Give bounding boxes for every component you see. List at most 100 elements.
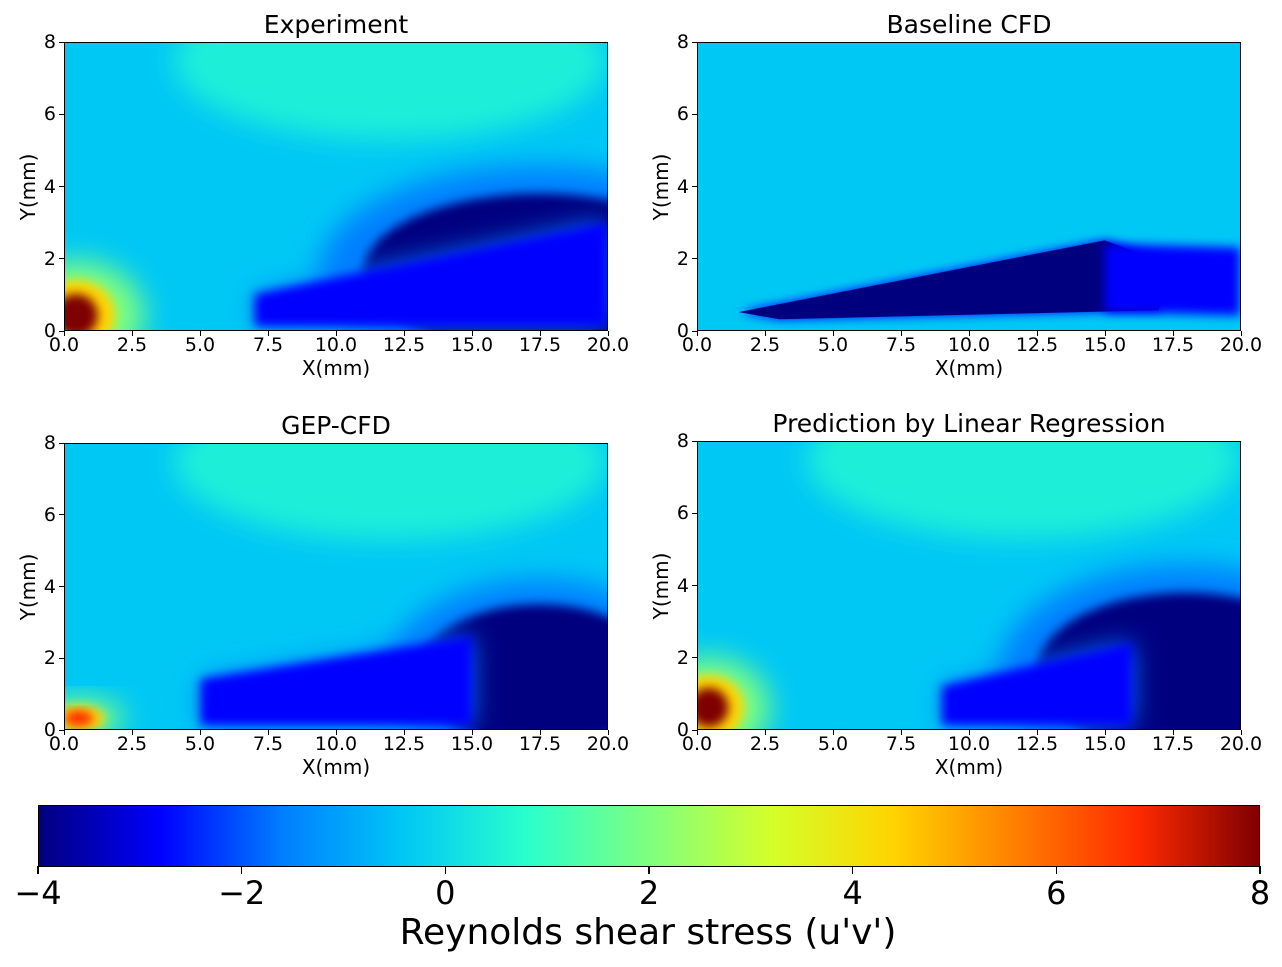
panel-title: GEP-CFD <box>281 411 391 440</box>
x-tick-mark <box>1172 331 1174 336</box>
x-tick-mark <box>832 730 834 735</box>
y-tick-mark <box>59 729 64 731</box>
heatmap-svg <box>65 444 607 729</box>
x-tick-mark <box>900 331 902 336</box>
colorbar-tick-label: 4 <box>842 874 863 912</box>
y-tick-mark <box>692 113 697 115</box>
x-tick-label: 2.5 <box>749 733 781 755</box>
y-tick-label: 2 <box>676 646 689 669</box>
x-tick-label: 0.0 <box>48 733 80 755</box>
y-tick-mark <box>59 41 64 43</box>
band-core <box>941 642 1132 726</box>
colorbar-tick-mark <box>1055 866 1058 874</box>
colorbar <box>38 805 1260 867</box>
y-axis-label: Y(mm) <box>649 153 673 220</box>
x-tick-mark <box>403 331 405 336</box>
x-tick-mark <box>900 730 902 735</box>
x-tick-mark <box>1240 730 1242 735</box>
x-tick-label: 10.0 <box>314 733 358 755</box>
x-tick-label: 17.5 <box>1151 334 1195 356</box>
x-tick-label: 2.5 <box>116 334 148 356</box>
x-tick-label: 7.5 <box>885 334 917 356</box>
x-tick-label: 0.0 <box>681 334 713 356</box>
x-tick-label: 7.5 <box>252 334 284 356</box>
x-tick-mark <box>335 730 337 735</box>
colorbar-tick-mark <box>240 866 243 874</box>
x-tick-mark <box>471 331 473 336</box>
y-tick-label: 0 <box>676 719 689 741</box>
x-tick-mark <box>607 331 609 336</box>
x-tick-mark <box>267 331 269 336</box>
peak-core <box>65 293 98 330</box>
x-tick-label: 2.5 <box>116 733 148 755</box>
y-tick-mark <box>59 514 64 516</box>
x-tick-label: 15.0 <box>450 733 494 755</box>
y-tick-label: 8 <box>676 31 689 53</box>
y-tick-mark <box>692 585 697 586</box>
panel-title: Experiment <box>263 10 409 39</box>
y-tick-mark <box>692 186 697 187</box>
x-tick-label: 15.0 <box>450 334 494 356</box>
y-axis-label: Y(mm) <box>16 153 40 220</box>
y-tick-label: 8 <box>43 432 56 454</box>
x-tick-mark <box>764 730 766 735</box>
y-tick-mark <box>59 330 64 332</box>
x-tick-mark <box>1036 730 1038 735</box>
x-tick-mark <box>63 331 65 336</box>
x-tick-label: 12.5 <box>1015 334 1059 356</box>
x-tick-mark <box>1172 730 1174 735</box>
y-tick-label: 6 <box>43 503 56 526</box>
x-tick-mark <box>1104 730 1106 735</box>
y-tick-mark <box>59 258 64 260</box>
x-tick-label: 7.5 <box>885 733 917 755</box>
y-axis-label: Y(mm) <box>16 553 40 620</box>
colorbar-tick-mark <box>444 866 447 874</box>
y-tick-label: 0 <box>676 320 689 342</box>
colorbar-tick-mark <box>851 866 854 874</box>
x-tick-mark <box>471 730 473 735</box>
x-tick-mark <box>968 730 970 735</box>
x-tick-label: 5.0 <box>817 733 849 755</box>
heatmap-field <box>697 42 1241 331</box>
y-tick-mark <box>59 442 64 444</box>
x-axis-label: X(mm) <box>934 755 1004 779</box>
colorbar-tick-label: 0 <box>435 874 456 912</box>
y-tick-label: 0 <box>43 320 56 342</box>
field-upper-region <box>173 43 607 140</box>
x-tick-mark <box>764 331 766 336</box>
y-axis-label: Y(mm) <box>649 552 673 619</box>
x-tick-label: 10.0 <box>947 334 991 356</box>
y-tick-label: 6 <box>676 502 689 525</box>
peak-core <box>65 710 94 727</box>
x-tick-label: 17.5 <box>1151 733 1195 755</box>
x-tick-mark <box>1036 331 1038 336</box>
x-tick-label: 10.0 <box>947 733 991 755</box>
y-tick-mark <box>692 440 697 442</box>
heatmap-field <box>64 42 608 331</box>
heatmap-svg <box>698 43 1240 330</box>
x-tick-mark <box>1104 331 1106 336</box>
peak-core <box>698 687 729 728</box>
x-tick-label: 20.0 <box>586 733 630 755</box>
colorbar-tick-label: −2 <box>218 874 266 912</box>
x-tick-mark <box>696 331 698 336</box>
y-tick-label: 2 <box>43 247 56 270</box>
field-upper-region <box>173 444 607 541</box>
colorbar-tick-label: 2 <box>638 874 660 912</box>
y-tick-label: 2 <box>676 247 689 270</box>
y-tick-label: 4 <box>676 574 689 597</box>
x-tick-mark <box>199 730 201 735</box>
x-tick-mark <box>199 331 201 336</box>
panel-title: Baseline CFD <box>886 10 1052 39</box>
y-tick-label: 0 <box>43 719 56 741</box>
y-tick-mark <box>59 657 64 659</box>
y-tick-label: 8 <box>43 31 56 53</box>
y-tick-label: 6 <box>676 103 689 126</box>
x-tick-mark <box>832 331 834 336</box>
x-tick-label: 17.5 <box>518 334 562 356</box>
heatmap-svg <box>65 43 607 330</box>
x-tick-mark <box>131 730 133 735</box>
field-upper-region <box>806 442 1240 539</box>
x-tick-label: 5.0 <box>817 334 849 356</box>
x-tick-label: 17.5 <box>518 733 562 755</box>
